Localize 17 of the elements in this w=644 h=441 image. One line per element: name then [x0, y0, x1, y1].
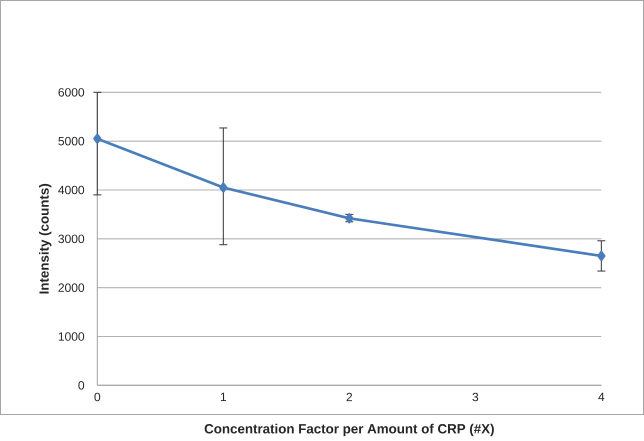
y-tick-label: 3000 — [58, 234, 84, 244]
x-tick-label: 4 — [598, 392, 604, 402]
y-tick-label: 0 — [78, 381, 84, 390]
y-axis-title: Intensity (counts) — [38, 184, 52, 294]
y-tick-label: 1000 — [58, 332, 84, 341]
y-tick-label: 4000 — [58, 186, 84, 194]
point — [597, 251, 606, 262]
y-tick-label: 2000 — [58, 284, 84, 292]
x-tick-label: 2 — [346, 392, 352, 402]
x-tick-label: 3 — [472, 392, 478, 402]
x-tick-label: 0 — [94, 392, 100, 402]
point — [219, 182, 228, 193]
y-tick-label: 5000 — [58, 137, 84, 146]
point — [93, 134, 102, 144]
x-tick-label: 1 — [220, 392, 226, 402]
y-tick-label: 6000 — [58, 88, 84, 97]
x-axis-title: Concentration Factor per Amount of CRP (#X) — [204, 424, 494, 436]
